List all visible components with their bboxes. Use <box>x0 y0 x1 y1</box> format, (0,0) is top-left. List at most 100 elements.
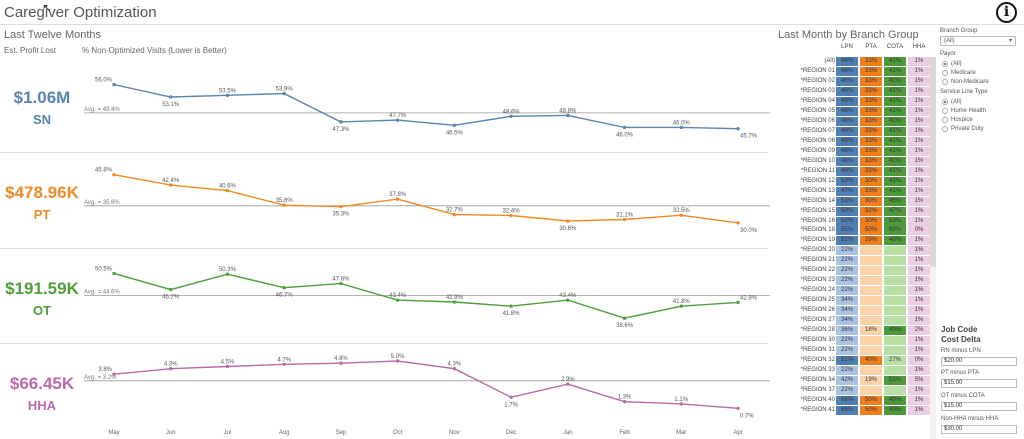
data-point <box>452 123 457 127</box>
table-row[interactable]: *REGION 31 22% 1% <box>779 346 934 356</box>
table-row[interactable]: *REGION 21 22% 1% <box>779 256 934 266</box>
table-row[interactable]: *REGION 23 22% 1% <box>779 276 934 286</box>
radio-button-icon[interactable] <box>942 78 948 85</box>
table-row[interactable]: *REGION 32 51% 40% 27% 0% <box>779 356 934 366</box>
table-row[interactable]: *REGION 28 36% 18% 49% 2% <box>779 326 934 336</box>
table-row[interactable]: *REGION 26 34% 1% <box>779 306 934 316</box>
radio-button-icon[interactable] <box>942 116 948 123</box>
table-row[interactable]: *REGION 14 53% 30% 46% 1% <box>779 196 934 206</box>
table-row[interactable]: (All) 46% 33% 41% 1% <box>779 57 934 66</box>
table-row[interactable]: *REGION 27 34% 1% <box>779 316 934 326</box>
table-row[interactable]: *REGION 40 68% 50% 49% 1% <box>779 395 934 405</box>
table-row[interactable]: *REGION 11 48% 33% 41% 1% <box>779 166 934 176</box>
payor-filter: (All) Medicare Non-Medicare <box>940 59 1024 86</box>
table-cell: 60% <box>884 226 906 236</box>
kpi-label: PT <box>33 207 51 222</box>
radio-button-icon[interactable] <box>942 60 948 67</box>
service-line-option[interactable]: Home Health <box>942 106 1024 115</box>
table-cell: 22% <box>836 386 858 395</box>
scrollbar-thumb[interactable] <box>930 57 936 267</box>
table-cell: 53% <box>836 196 858 206</box>
cost-input[interactable]: $30.00 <box>941 425 1017 434</box>
table-row[interactable]: *REGION 13 47% 33% 41% 1% <box>779 186 934 196</box>
table-row[interactable]: *REGION 24 22% 1% <box>779 286 934 296</box>
table-scrollbar[interactable] <box>930 57 936 439</box>
table-cell: 1% <box>908 116 930 126</box>
table-row[interactable]: *REGION 19 51% 29% 49% 1% <box>779 236 934 246</box>
table-cell <box>884 366 906 376</box>
table-cell: 1% <box>908 366 930 376</box>
table-row[interactable]: *REGION 22 22% 1% <box>779 266 934 276</box>
table-row[interactable]: *REGION 30 22% 1% <box>779 336 934 346</box>
kpi-ot[interactable]: $191.59K OT <box>0 279 84 318</box>
table-cell: 33% <box>860 57 882 66</box>
payor-option[interactable]: (All) <box>942 59 1024 68</box>
table-cell: 1% <box>908 286 930 296</box>
cost-input[interactable]: $15.00 <box>941 402 1017 411</box>
table-cell: 33% <box>860 126 882 136</box>
table-row[interactable]: *REGION 20 22% 1% <box>779 246 934 256</box>
table-row[interactable]: *REGION 25 34% 1% <box>779 296 934 306</box>
table-cell <box>860 336 882 346</box>
table-row[interactable]: *REGION 08 48% 33% 41% 1% <box>779 136 934 146</box>
data-label: 30.6% <box>559 226 577 232</box>
branch-group-select[interactable]: (All) ▾ <box>940 36 1016 46</box>
payor-option[interactable]: Medicare <box>942 68 1024 77</box>
table-row[interactable]: *REGION 18 65% 50% 60% 0% <box>779 226 934 236</box>
row-label: *REGION 21 <box>800 257 835 264</box>
payor-option[interactable]: Non-Medicare <box>942 77 1024 86</box>
data-label: 45.7% <box>740 134 758 140</box>
table-row[interactable]: *REGION 04 48% 33% 41% 1% <box>779 96 934 106</box>
table-cell: 41% <box>884 66 906 76</box>
table-row[interactable]: *REGION 05 48% 33% 41% 1% <box>779 106 934 116</box>
data-label: 46.0% <box>673 120 691 126</box>
table-cell: 33% <box>860 86 882 96</box>
table-cell: 1% <box>908 246 930 256</box>
data-point <box>622 125 627 130</box>
table-cell: 51% <box>884 376 906 386</box>
info-icon[interactable]: i <box>996 2 1017 23</box>
payor-filter-label: Payor <box>940 51 956 57</box>
table-row[interactable]: *REGION 41 68% 50% 49% 1% <box>779 405 934 415</box>
table-cell <box>884 246 906 256</box>
cost-input[interactable]: $15.00 <box>941 379 1017 388</box>
row-label: *REGION 05 <box>800 107 835 114</box>
table-row[interactable]: *REGION 02 46% 33% 41% 1% <box>779 76 934 86</box>
data-point <box>169 367 173 371</box>
table-row[interactable]: *REGION 37 22% 1% <box>779 386 934 395</box>
table-cell: 1% <box>908 196 930 206</box>
kpi-pt[interactable]: $478.96K PT <box>0 183 84 222</box>
service-line-option[interactable]: (All) <box>942 97 1024 106</box>
series-line-pt <box>113 174 739 224</box>
table-cell <box>884 386 906 395</box>
service-line-option[interactable]: Private Duty <box>942 124 1024 133</box>
table-cell: 33% <box>860 106 882 116</box>
cost-input[interactable]: $20.00 <box>941 357 1017 366</box>
table-cell: 30% <box>860 196 882 206</box>
data-point <box>736 406 740 410</box>
radio-button-icon[interactable] <box>942 69 948 76</box>
table-row[interactable]: *REGION 09 48% 33% 41% 1% <box>779 146 934 156</box>
table-row[interactable]: *REGION 10 48% 33% 41% 1% <box>779 156 934 166</box>
radio-button-icon[interactable] <box>942 107 948 114</box>
data-point <box>282 203 286 207</box>
table-row[interactable]: *REGION 07 48% 33% 41% 1% <box>779 126 934 136</box>
radio-button-icon[interactable] <box>942 125 948 132</box>
table-row[interactable]: *REGION 06 48% 33% 41% 1% <box>779 116 934 126</box>
table-row[interactable]: *REGION 12 53% 30% 43% 1% <box>779 176 934 186</box>
table-row[interactable]: *REGION 16 52% 30% 53% 1% <box>779 216 934 226</box>
service-line-option[interactable]: Hospice <box>942 115 1024 124</box>
table-row[interactable]: *REGION 03 46% 33% 41% 1% <box>779 86 934 96</box>
radio-button-icon[interactable] <box>942 98 948 105</box>
table-cell: 1% <box>908 216 930 226</box>
data-label: 41.8% <box>673 299 691 305</box>
table-row[interactable]: *REGION 34 42% 19% 51% 5% <box>779 376 934 386</box>
kpi-sn[interactable]: $1.06M SN <box>0 88 84 127</box>
kpi-hha[interactable]: $66.45K HHA <box>0 374 84 413</box>
table-row[interactable]: *REGION 01 46% 33% 41% 1% <box>779 66 934 76</box>
table-row[interactable]: *REGION 15 50% 32% 47% 1% <box>779 206 934 216</box>
row-label: *REGION 24 <box>800 287 835 294</box>
table-cell: 50% <box>860 395 882 405</box>
table-cell <box>860 306 882 316</box>
table-row[interactable]: *REGION 33 22% 1% <box>779 366 934 376</box>
